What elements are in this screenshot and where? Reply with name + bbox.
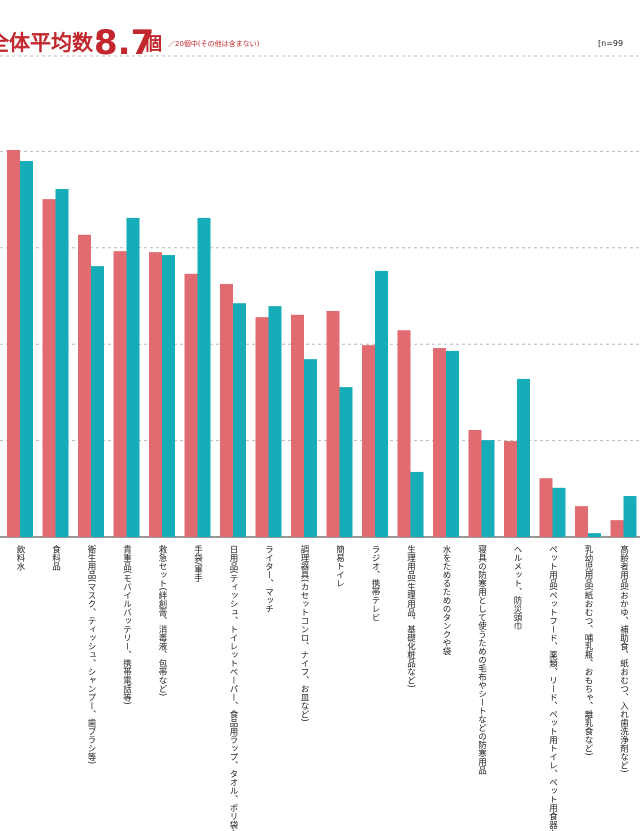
x-tick-label: 衛生用品(マスク、ティッシュ、シャンプー、歯ブラシ等) (86, 544, 96, 764)
title-unit: 個 (143, 34, 162, 55)
bar (504, 441, 517, 537)
x-tick-label: 貴重品(モバイルバッテリー、携帯電話等) (122, 544, 132, 704)
bar (446, 350, 459, 537)
x-tick-label: ライター、マッチ (264, 545, 274, 613)
x-tick-label: 生理用品(生理用品、基礎化粧品など) (406, 544, 416, 687)
bar (304, 359, 317, 537)
bar (162, 255, 175, 537)
bar (610, 520, 624, 537)
sample-size: [n=99 (598, 39, 623, 48)
bar (623, 496, 637, 537)
x-tick-label: 日用品(ティッシュ、トイレットペーパー、食品用ラップ、タオル、ポリ袋など) (228, 545, 238, 831)
bar (588, 533, 601, 537)
bar (197, 217, 211, 537)
bar (362, 345, 375, 537)
bar (468, 429, 482, 537)
x-tick-label: 高齢者用品(おかゆ、補助食、紙おむつ、入れ歯洗浄剤など) (619, 544, 629, 772)
x-tick-label: ヘルメット、防災頭巾 (512, 545, 522, 631)
chart-title: 全体平均数： (0, 31, 114, 55)
bar (78, 234, 91, 537)
bar (375, 270, 388, 537)
x-tick-label: ラジオ、携帯テレビ (370, 545, 380, 622)
bar (326, 310, 340, 537)
bar (126, 217, 140, 537)
x-tick-label: ペット用品(ペットフード、薬類、リード、ペット用トイレ、ペット用食器など) (548, 545, 558, 831)
bar (410, 471, 424, 537)
bar (91, 266, 104, 537)
bar (255, 317, 269, 537)
bar (339, 387, 353, 537)
bar (233, 303, 246, 537)
bar (552, 487, 566, 537)
x-tick-label: 救急セット(絆創膏、消毒液、包帯など) (157, 544, 167, 696)
bar (113, 251, 127, 537)
bar (20, 161, 33, 538)
bar (575, 506, 588, 537)
x-tick-label: 飲料水 (15, 544, 25, 570)
x-tick-label: 水をためるためのタンクや袋 (441, 544, 451, 656)
x-tick-label: 食料品 (51, 544, 61, 571)
bar (433, 348, 446, 537)
bar (291, 314, 304, 537)
bar (397, 330, 411, 537)
bar (149, 252, 162, 537)
bar (7, 149, 20, 538)
bar (539, 478, 553, 537)
x-tick-label: 簡易トイレ (335, 544, 345, 587)
bar (184, 273, 198, 537)
x-tick-label: 乳幼児用品(紙おむつ、哺乳瓶、おもちゃ、離乳食など) (583, 544, 593, 755)
bar (268, 306, 282, 537)
bar (42, 199, 56, 538)
bar (55, 188, 69, 537)
subtitle: ／20個中(その他は含まない) (168, 39, 260, 48)
bar (481, 440, 495, 537)
x-tick-label: 調理器具(カセットコンロ、ナイフ、お皿など) (299, 544, 309, 721)
bar (220, 283, 233, 537)
x-tick-label: 寝具の防寒用として使うための毛布やシートなどの防寒用品 (477, 544, 487, 775)
bar (517, 378, 530, 537)
x-tick-label: 手袋/軍手 (193, 544, 203, 582)
